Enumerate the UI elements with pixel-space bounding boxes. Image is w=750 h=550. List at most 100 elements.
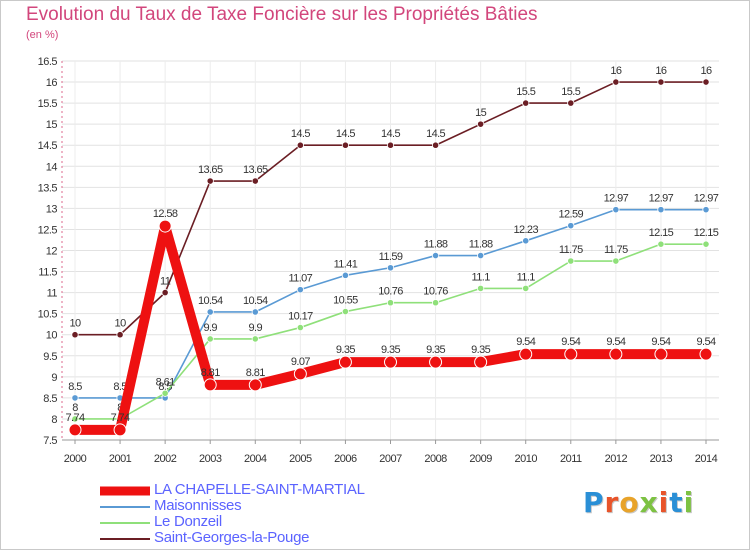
- series-le-donzeil-point: [161, 389, 169, 397]
- series-maisonnisses-data-label: 12.97: [604, 193, 629, 205]
- series-saint-georges-la-pouge-point: [702, 78, 710, 86]
- series-saint-georges-la-pouge-data-label: 11: [160, 276, 171, 288]
- series-saint-georges-la-pouge-data-label: 10: [69, 318, 81, 330]
- series-le-donzeil-point: [522, 284, 530, 292]
- series-saint-georges-la-pouge-point: [386, 141, 395, 149]
- series-maisonnisses-point: [702, 206, 710, 214]
- series-le-donzeil-data-label: 10.17: [288, 311, 313, 323]
- series-maisonnisses-point: [431, 251, 440, 260]
- series-la-chapelle-saint-martial-point: [519, 347, 533, 361]
- series-la-chapelle-saint-martial-data-label: 9.35: [381, 344, 400, 356]
- series-la-chapelle-saint-martial-data-label: 9.35: [336, 344, 355, 356]
- series-saint-georges-la-pouge-data-label: 15: [475, 107, 487, 119]
- series-le-donzeil-data-label: 12.15: [694, 227, 719, 239]
- series-le-donzeil-point: [206, 335, 214, 343]
- y-tick-label: 13: [46, 203, 58, 215]
- x-tick-label: 2013: [650, 453, 673, 465]
- series-saint-georges-la-pouge-data-label: 14.5: [426, 128, 445, 140]
- series-la-chapelle-saint-martial-point: [338, 355, 352, 369]
- x-tick-label: 2009: [469, 453, 492, 465]
- x-tick-label: 2006: [334, 453, 357, 465]
- series-le-donzeil-point: [567, 257, 575, 265]
- series-la-chapelle-saint-martial-data-label: 9.07: [291, 356, 310, 368]
- series-la-chapelle-saint-martial-point: [203, 378, 217, 392]
- series-le-donzeil-point: [341, 307, 350, 316]
- series-le-donzeil-point: [477, 284, 485, 292]
- series-le-donzeil-data-label: 8: [72, 402, 78, 414]
- series-la-chapelle-saint-martial-point: [113, 423, 127, 437]
- series-maisonnisses-point: [612, 206, 620, 214]
- series-la-chapelle-saint-martial-point: [248, 378, 262, 392]
- series-le-donzeil-point: [386, 299, 395, 307]
- series-la-chapelle-saint-martial-data-label: 7.74: [111, 412, 130, 424]
- series-la-chapelle-saint-martial-point: [474, 355, 488, 369]
- y-tick-label: 9.5: [43, 351, 57, 363]
- logo-letter: i: [658, 486, 670, 519]
- logo-letter: x: [639, 486, 659, 519]
- y-tick-label: 14: [46, 161, 58, 173]
- y-tick-label: 12.5: [38, 224, 58, 236]
- x-tick-label: 2001: [109, 453, 132, 465]
- series-la-chapelle-saint-martial-data-label: 9.35: [471, 344, 490, 356]
- series-le-donzeil-data-label: 8.61: [156, 376, 175, 388]
- x-tick-label: 2005: [289, 453, 312, 465]
- x-tick-label: 2008: [424, 453, 447, 465]
- series-maisonnisses-data-label: 11.59: [379, 251, 403, 263]
- series-saint-georges-la-pouge-point: [431, 141, 440, 149]
- series-le-donzeil-point: [702, 240, 710, 248]
- series-la-chapelle-saint-martial-data-label: 12.58: [153, 208, 178, 220]
- y-tick-label: 15: [46, 119, 58, 131]
- series-la-chapelle-saint-martial-point: [384, 355, 397, 369]
- series-maisonnisses-point: [296, 286, 304, 294]
- logo-letter: o: [619, 486, 640, 519]
- series-la-chapelle-saint-martial-data-label: 8.81: [246, 367, 265, 379]
- series-saint-georges-la-pouge-point: [657, 78, 665, 86]
- x-tick-label: 2012: [605, 453, 628, 465]
- series-saint-georges-la-pouge-data-label: 16: [610, 65, 622, 77]
- legend-label: Maisonnisses: [154, 497, 242, 514]
- series-la-chapelle-saint-martial-data-label: 8.81: [201, 367, 220, 379]
- y-tick-label: 11.5: [38, 267, 57, 279]
- legend-swatch: [100, 506, 150, 508]
- x-tick-label: 2014: [695, 453, 718, 465]
- series-saint-georges-la-pouge-point: [116, 331, 124, 339]
- series-maisonnisses-point: [71, 394, 79, 402]
- series-saint-georges-la-pouge-point: [251, 177, 259, 185]
- legend-label: Le Donzeil: [154, 513, 222, 530]
- x-tick-label: 2007: [379, 453, 402, 465]
- series-maisonnisses-data-label: 11.07: [288, 273, 312, 285]
- y-tick-label: 13.5: [38, 182, 58, 194]
- logo-letter: t: [669, 486, 684, 519]
- logo-letter: P: [583, 486, 605, 519]
- x-tick-label: 2000: [64, 453, 87, 465]
- series-maisonnisses-point: [522, 237, 530, 245]
- series-saint-georges-la-pouge-point: [567, 99, 575, 107]
- y-tick-label: 12: [46, 246, 58, 258]
- series-saint-georges-la-pouge-data-label: 13.65: [198, 164, 223, 176]
- series-le-donzeil-data-label: 12.15: [649, 227, 674, 239]
- legend-label: Saint-Georges-la-Pouge: [154, 529, 310, 546]
- series-la-chapelle-saint-martial-point: [158, 219, 172, 233]
- x-tick-label: 2002: [154, 453, 177, 465]
- series-maisonnisses-point: [567, 222, 575, 230]
- series-le-donzeil-data-label: 11.1: [472, 271, 491, 283]
- series-la-chapelle-saint-martial-point: [699, 347, 713, 361]
- series-maisonnisses-point: [386, 264, 395, 272]
- series-le-donzeil-data-label: 11.1: [517, 271, 536, 283]
- series-la-chapelle-saint-martial-point: [564, 347, 578, 361]
- series-le-donzeil-point: [657, 240, 665, 248]
- x-tick-label: 2011: [560, 453, 582, 465]
- series-le-donzeil-point: [251, 335, 259, 343]
- series-maisonnisses-data-label: 10.54: [198, 295, 223, 307]
- logo-letter: i: [683, 486, 695, 519]
- series-la-chapelle-saint-martial-point: [609, 347, 623, 361]
- y-tick-label: 8: [51, 414, 57, 426]
- series-saint-georges-la-pouge-data-label: 16: [655, 65, 667, 77]
- series-saint-georges-la-pouge-data-label: 15.5: [516, 86, 535, 98]
- series-maisonnisses-point: [206, 308, 214, 316]
- series-la-chapelle-saint-martial-data-label: 9.54: [516, 336, 535, 348]
- series-maisonnisses-data-label: 12.97: [649, 193, 674, 205]
- unit-label: (en %): [26, 29, 59, 41]
- x-tick-label: 2003: [199, 453, 222, 465]
- series-saint-georges-la-pouge-data-label: 16: [700, 65, 712, 77]
